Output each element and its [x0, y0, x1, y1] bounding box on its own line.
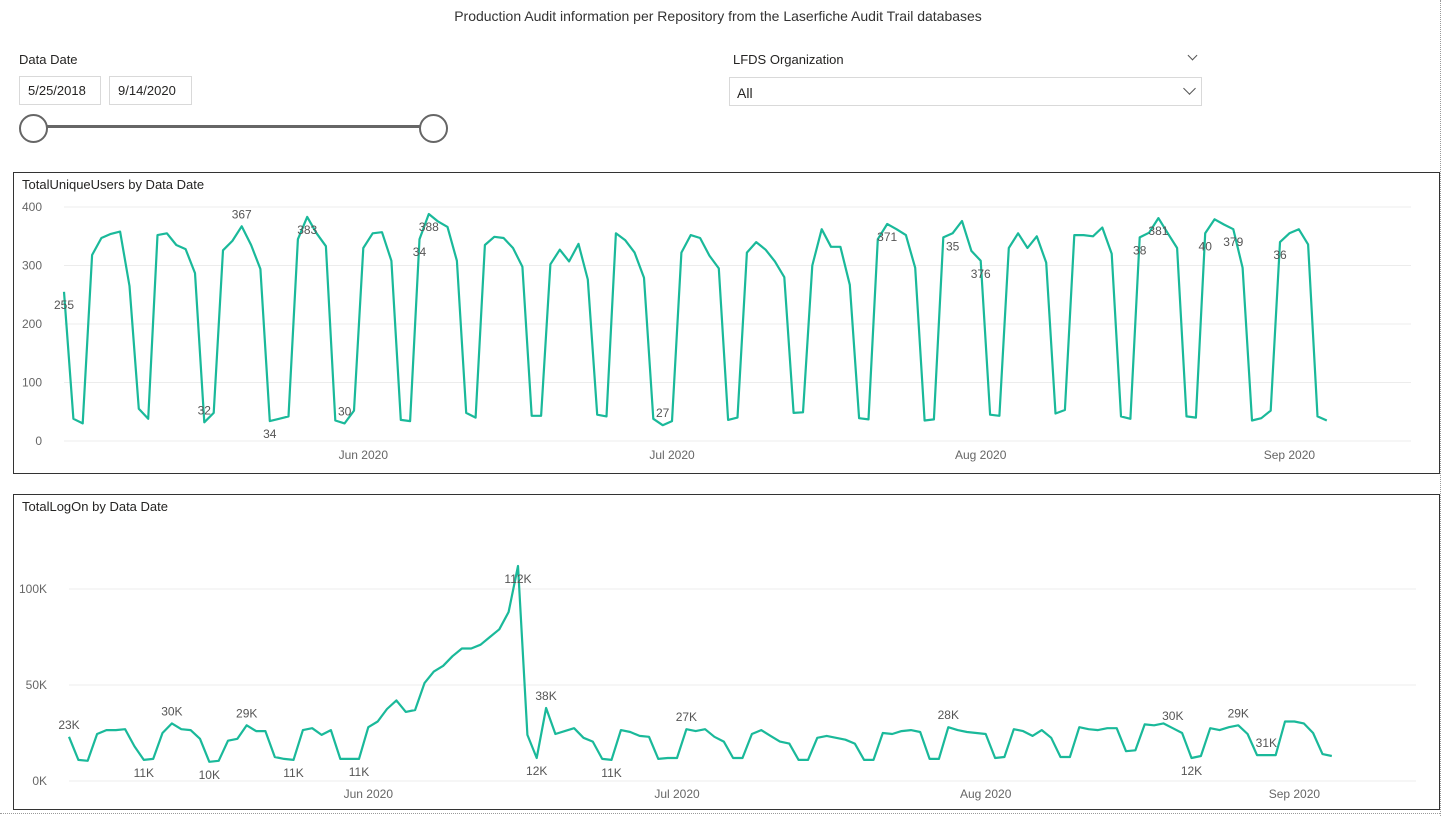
- y-tick-label: 100: [22, 376, 42, 390]
- data-label: 381: [1148, 224, 1168, 238]
- data-label: 379: [1223, 235, 1243, 249]
- data-label: 30K: [1162, 709, 1183, 723]
- data-label: 376: [971, 267, 991, 281]
- logon-chart[interactable]: TotalLogOn by Data Date 0K 50K 100K Jun 202…: [13, 494, 1440, 810]
- data-label: 13K: [1396, 495, 1417, 498]
- logon-plot: 0K 50K 100K Jun 2020 Jul 2020 Aug 2020 Sep 202…: [19, 495, 1417, 801]
- chevron-down-icon[interactable]: [1183, 82, 1196, 95]
- end-date-input[interactable]: 9/14/2020: [109, 76, 192, 105]
- data-label: 12K: [1181, 764, 1202, 778]
- org-slicer-title: LFDS Organization: [733, 52, 844, 67]
- data-label: 32: [198, 403, 212, 417]
- x-tick-label: Aug 2020: [955, 448, 1007, 462]
- data-label: 36: [1273, 248, 1287, 262]
- data-label: 28K: [938, 708, 959, 722]
- x-tick-label: Jul 2020: [654, 787, 700, 801]
- date-range-start-handle[interactable]: [19, 114, 48, 143]
- data-label: 30: [338, 404, 352, 418]
- slicer-collapse-chevron-icon[interactable]: [1187, 50, 1198, 61]
- unique-users-chart-title: TotalUniqueUsers by Data Date: [22, 177, 205, 192]
- data-label: 371: [877, 230, 897, 244]
- data-label: 27: [656, 406, 670, 420]
- data-label: 255: [54, 298, 74, 312]
- series-line: [62, 212, 1328, 427]
- data-label: 10K: [199, 768, 220, 782]
- x-tick-label: Jun 2020: [339, 448, 389, 462]
- data-label: 34: [413, 245, 427, 259]
- date-range-track[interactable]: [33, 125, 433, 128]
- page-bottom-divider: [0, 813, 1440, 814]
- start-date-input[interactable]: 5/25/2018: [19, 76, 101, 105]
- y-tick-label: 300: [22, 259, 42, 273]
- data-label: 35: [1402, 173, 1416, 176]
- date-range-end-handle[interactable]: [419, 114, 448, 143]
- x-tick-label: Aug 2020: [960, 787, 1012, 801]
- data-label: 11K: [349, 765, 369, 779]
- y-tick-label: 100K: [19, 582, 47, 596]
- org-dropdown[interactable]: All: [729, 77, 1202, 106]
- data-label: 29K: [1228, 706, 1249, 720]
- x-tick-label: Jun 2020: [344, 787, 394, 801]
- data-label: 38: [1133, 243, 1147, 257]
- data-label: 29K: [236, 706, 257, 720]
- data-label: 388: [419, 220, 439, 234]
- data-label: 367: [232, 207, 252, 221]
- data-label: 11K: [283, 766, 303, 780]
- data-label: 40: [1199, 239, 1213, 253]
- data-label: 11K: [134, 766, 154, 780]
- y-tick-label: 400: [22, 200, 42, 214]
- y-tick-label: 50K: [26, 678, 47, 692]
- date-slicer-title: Data Date: [19, 52, 78, 67]
- logon-chart-title: TotalLogOn by Data Date: [22, 499, 168, 514]
- page-edge-divider: [1440, 0, 1441, 816]
- data-label: 30K: [161, 704, 182, 718]
- x-tick-label: Sep 2020: [1264, 448, 1316, 462]
- x-tick-label: Jul 2020: [649, 448, 695, 462]
- unique-users-chart[interactable]: TotalUniqueUsers by Data Date 0 100 200 300…: [13, 172, 1440, 474]
- unique-users-plot: 0 100 200 300 400 Jun 2020 Jul 2020 Aug 2020 Sep…: [22, 173, 1416, 462]
- data-label: 31K: [1256, 736, 1277, 750]
- org-dropdown-value: All: [737, 85, 753, 101]
- report-title: Production Audit information per Reposit…: [454, 8, 982, 24]
- data-label: 27K: [676, 710, 697, 724]
- data-label: 383: [297, 223, 317, 237]
- data-label: 23K: [58, 718, 79, 732]
- series-line: [67, 564, 1333, 763]
- data-label: 12K: [526, 764, 547, 778]
- data-label: 11K: [601, 766, 621, 780]
- data-label: 35: [946, 239, 960, 253]
- y-tick-label: 0: [35, 434, 42, 448]
- data-label: 112K: [504, 572, 531, 586]
- y-tick-label: 200: [22, 317, 42, 331]
- data-label: 34: [263, 427, 277, 441]
- data-label: 38K: [535, 689, 556, 703]
- y-tick-label: 0K: [32, 774, 47, 788]
- x-tick-label: Sep 2020: [1269, 787, 1321, 801]
